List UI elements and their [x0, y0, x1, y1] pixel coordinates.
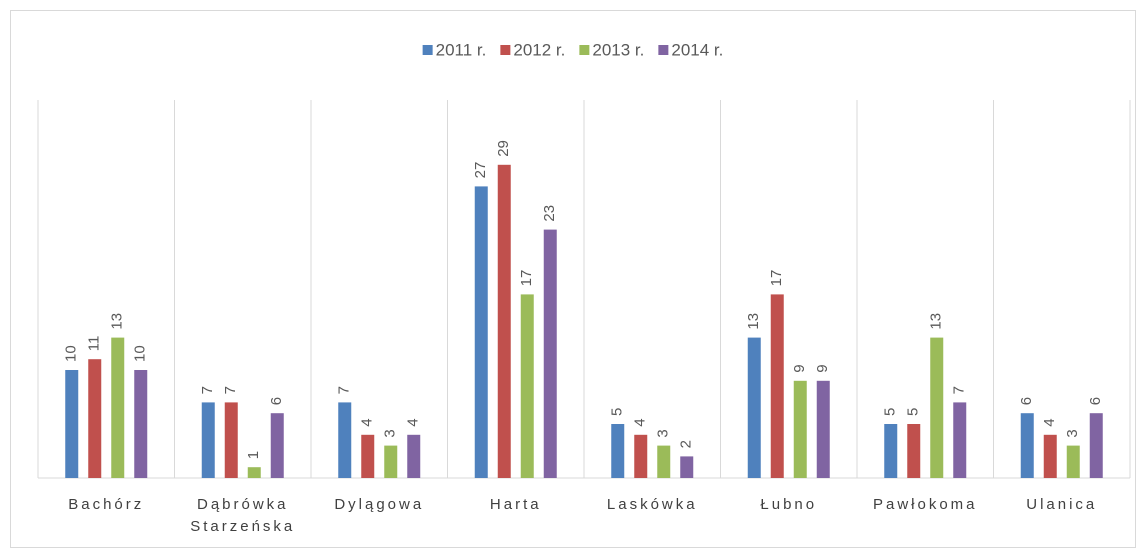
- bar: [611, 424, 625, 478]
- x-tick-label: Pawłokoma: [872, 496, 978, 513]
- data-label: 10: [132, 345, 149, 362]
- data-label: 4: [405, 418, 422, 426]
- data-label: 9: [791, 364, 808, 372]
- legend-swatch: [579, 45, 590, 55]
- x-tick-label: Łubno: [760, 496, 818, 513]
- bar: [474, 186, 488, 478]
- legend-label: 2012 r.: [513, 40, 565, 59]
- data-label: 17: [768, 270, 785, 287]
- bar: [680, 456, 694, 478]
- bar: [88, 359, 102, 478]
- bar: [111, 337, 125, 478]
- data-label: 2: [678, 440, 695, 448]
- bar: [407, 434, 421, 478]
- x-tick-label: Dylągowa: [334, 496, 425, 513]
- data-label: 3: [1064, 429, 1081, 437]
- bar: [270, 413, 284, 478]
- bar: [884, 424, 898, 478]
- bar: [747, 337, 761, 478]
- data-label: 6: [268, 397, 285, 405]
- bar: [543, 229, 557, 478]
- bar: [224, 402, 238, 478]
- data-label: 6: [1018, 397, 1035, 405]
- bar: [361, 434, 375, 478]
- bar: [930, 337, 944, 478]
- bar: [953, 402, 967, 478]
- bar: [338, 402, 352, 478]
- data-label: 27: [472, 162, 489, 179]
- data-label: 17: [518, 270, 535, 287]
- data-label: 1: [245, 451, 262, 459]
- x-tick-label: Dąbrówka Starzeńska: [190, 496, 296, 535]
- x-tick-label: Laskówka: [606, 496, 698, 513]
- data-label: 11: [86, 336, 103, 352]
- data-label: 7: [336, 386, 353, 394]
- legend-label: 2011 r.: [436, 40, 487, 59]
- legend-swatch: [500, 45, 511, 55]
- bar: [1043, 434, 1057, 478]
- x-tick-label: Bachórz: [68, 496, 145, 513]
- data-label: 7: [222, 386, 239, 394]
- bar: [634, 434, 648, 478]
- bar: [1089, 413, 1103, 478]
- bar: [657, 445, 671, 478]
- bar: [520, 294, 534, 478]
- x-tick-label: Harta: [489, 496, 542, 513]
- data-label: 13: [928, 313, 945, 330]
- bar: [1066, 445, 1080, 478]
- legend-swatch: [658, 45, 669, 55]
- legend-label: 2014 r.: [671, 40, 723, 59]
- data-label: 23: [541, 205, 558, 222]
- data-label: 7: [199, 386, 216, 394]
- bar: [793, 380, 807, 478]
- data-label: 10: [63, 345, 80, 362]
- bar: [384, 445, 398, 478]
- data-label: 9: [814, 364, 831, 372]
- bar: [907, 424, 921, 478]
- bar: [497, 164, 511, 479]
- bar: [816, 380, 830, 478]
- data-label: 5: [905, 408, 922, 416]
- data-label: 5: [882, 408, 899, 416]
- data-label: 13: [109, 313, 126, 330]
- bar: [1020, 413, 1034, 478]
- data-label: 4: [632, 418, 649, 426]
- chart-border: [10, 10, 1136, 548]
- bar: [201, 402, 215, 478]
- bar: [134, 370, 148, 478]
- bar: [65, 370, 79, 478]
- legend-swatch: [422, 45, 433, 55]
- data-label: 6: [1087, 397, 1104, 405]
- data-label: 4: [1041, 418, 1058, 426]
- bar: [770, 294, 784, 478]
- bar: [247, 467, 261, 478]
- data-label: 4: [359, 418, 376, 426]
- data-label: 5: [609, 408, 626, 416]
- data-label: 3: [655, 429, 672, 437]
- x-tick-label: Ulanica: [1026, 496, 1098, 513]
- data-label: 13: [745, 313, 762, 330]
- legend-label: 2013 r.: [592, 40, 644, 59]
- data-label: 3: [382, 429, 399, 437]
- data-label: 7: [951, 386, 968, 394]
- data-label: 29: [495, 140, 512, 157]
